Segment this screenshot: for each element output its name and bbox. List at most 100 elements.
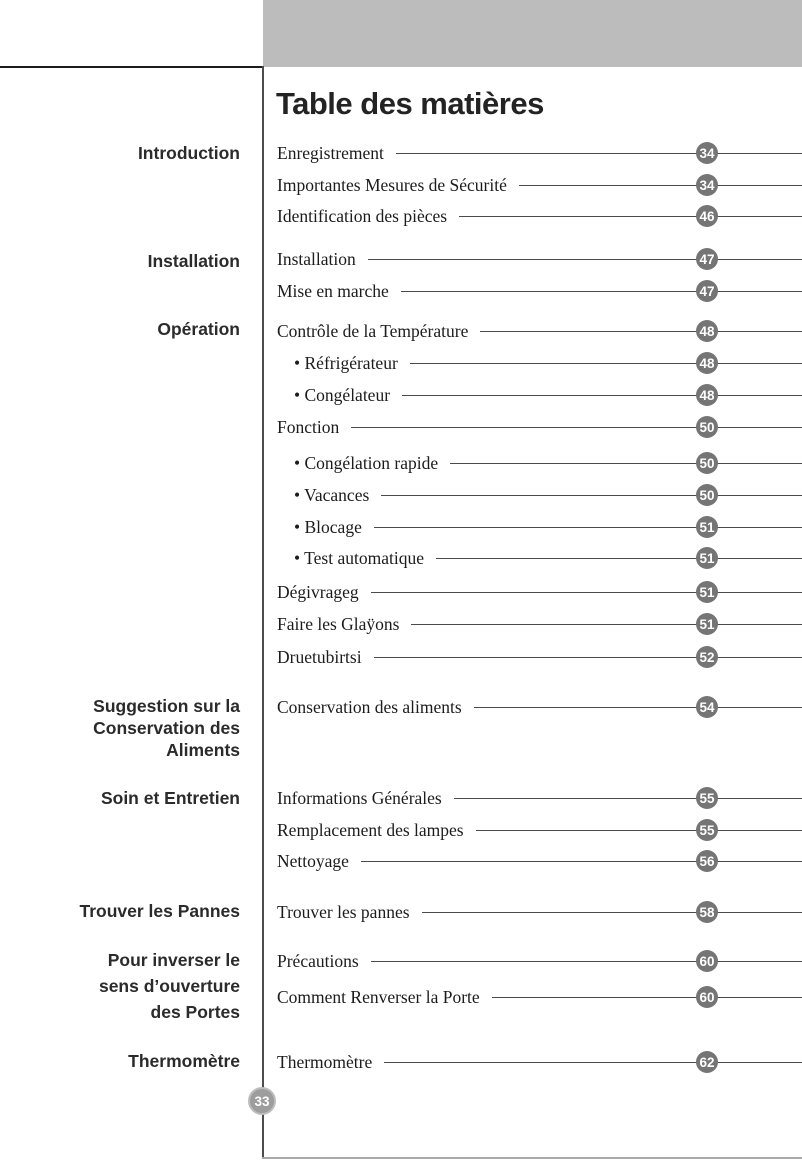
toc-page-number: 47 [696,248,718,270]
leader-line [473,706,802,709]
leader-line [411,623,802,626]
sidebar-section-label: Introduction [0,142,240,164]
leader-line [518,184,802,187]
leader-line [475,829,802,832]
page-number-badge: 33 [248,1087,276,1115]
toc-entry-label: Précautions [277,950,359,971]
sidebar-section-label-line: Installation [147,251,240,271]
toc-entry-label: Trouver les pannes [277,901,410,922]
sidebar-section-label: Installation [0,250,240,272]
toc-entry: Contrôle de la Température 48 [277,320,802,342]
leader-line [435,557,802,560]
toc-entry-label: Mise en marche [277,280,389,301]
toc-entry: • Congélateur 48 [277,384,802,406]
bottom-rule [262,1157,802,1159]
toc-entry: • Blocage 51 [277,516,802,538]
leader-line [421,911,802,914]
leader-line [409,362,802,365]
toc-entry: Dégivrageg 51 [277,581,802,603]
leader-line [480,330,802,333]
toc-page-number: 54 [696,696,718,718]
toc-entry: Identification des pièces 46 [277,205,802,227]
leader-line [373,656,802,659]
toc-page-number: 55 [696,787,718,809]
sidebar-section-label-line: Suggestion sur la [93,696,240,716]
toc-page-number: 51 [696,547,718,569]
toc-entry-label: Conservation des aliments [277,696,462,717]
toc-entry-label: Installation [277,248,356,269]
sidebar-section-label-line: Pour inverser le [107,950,240,970]
toc-entry-label: • Blocage [294,516,362,537]
leader-line [370,960,802,963]
toc-page-number: 60 [696,986,718,1008]
toc-entry: Installation 47 [277,248,802,270]
toc-entry-label: • Congélateur [294,384,391,405]
leader-line [384,1061,802,1064]
toc-entry: Faire les Glaÿons 51 [277,613,802,635]
sidebar-section-label: Trouver les Pannes [0,900,241,922]
toc-page-number: 46 [696,205,718,227]
toc-entry-label: Druetubirtsi [277,646,362,667]
toc-entry-label: Dégivrageg [277,581,359,602]
toc-page-number: 47 [696,280,718,302]
toc-entry: Informations Générales 55 [277,787,802,809]
sidebar-section-label: Suggestion sur la Conservation des Aliment… [0,695,240,761]
toc-page-number: 51 [696,581,718,603]
toc-entry-label: • Test automatique [294,547,424,568]
leader-line [360,860,802,863]
toc-page-number: 34 [696,142,718,164]
sidebar-section-label-line: des Portes [150,1002,240,1022]
sidebar-section-label-line: Soin et Entretien [100,788,240,808]
toc-page-number: 48 [696,352,718,374]
toc-entry-label: Remplacement des lampes [277,819,464,840]
leader-line [453,797,802,800]
toc-entry: Thermomètre 62 [277,1051,802,1073]
toc-entry-label: Comment Renverser la Porte [277,986,480,1007]
leader-line [367,258,802,261]
toc-page-number: 48 [696,320,718,342]
toc-entry: Fonction 50 [277,416,802,438]
toc-entry: • Réfrigérateur 48 [277,352,802,374]
toc-entry: Enregistrement 34 [277,142,802,164]
toc-entry-label: Importantes Mesures de Sécurité [277,174,507,195]
toc-entry-label: Contrôle de la Température [277,320,469,341]
toc-entry: Druetubirtsi 52 [277,646,802,668]
leader-line [370,591,802,594]
vertical-divider [262,66,264,1158]
toc-entry-label: • Congélation rapide [294,452,439,473]
toc-page-number: 60 [696,950,718,972]
leader-line [400,290,802,293]
toc-entry-label: Thermomètre [277,1051,373,1072]
sidebar-section-label-line: Opération [157,319,240,339]
toc-page-number: 58 [696,901,718,923]
leader-line [381,494,802,497]
toc-entry: Comment Renverser la Porte 60 [277,986,802,1008]
toc-entry-label: • Vacances [294,484,370,505]
leader-line [459,215,802,218]
toc-page-number: 56 [696,850,718,872]
toc-page-number: 62 [696,1051,718,1073]
sidebar-section-label-line: Conservation des [93,718,240,738]
toc-entry: Conservation des aliments 54 [277,696,802,718]
toc-entry: • Congélation rapide 50 [277,452,802,474]
sidebar-section-label-line: Trouver les Pannes [79,901,241,921]
toc-entry: Importantes Mesures de Sécurité 34 [277,174,802,196]
toc-entry-label: Identification des pièces [277,205,448,226]
leader-line [402,394,802,397]
toc-entry-label: Enregistrement [277,142,384,163]
toc-entry: Trouver les pannes 58 [277,901,802,923]
page-title: Table des matières [276,86,544,121]
sidebar-section-label-line: Thermomètre [128,1051,240,1071]
sidebar-section-label: Opération [0,318,240,340]
toc-page-number: 34 [696,174,718,196]
toc-entry-label: Informations Générales [277,787,442,808]
toc-page-number: 50 [696,416,718,438]
toc-entry: Mise en marche 47 [277,280,802,302]
sidebar-section-label-line: sens d’ouverture [98,976,240,996]
toc-entry-label: Faire les Glaÿons [277,613,400,634]
header-banner [263,0,802,67]
toc-entry: • Test automatique 51 [277,547,802,569]
top-rule [0,66,263,68]
toc-entry-label: Nettoyage [277,850,349,871]
toc-page-number: 51 [696,516,718,538]
